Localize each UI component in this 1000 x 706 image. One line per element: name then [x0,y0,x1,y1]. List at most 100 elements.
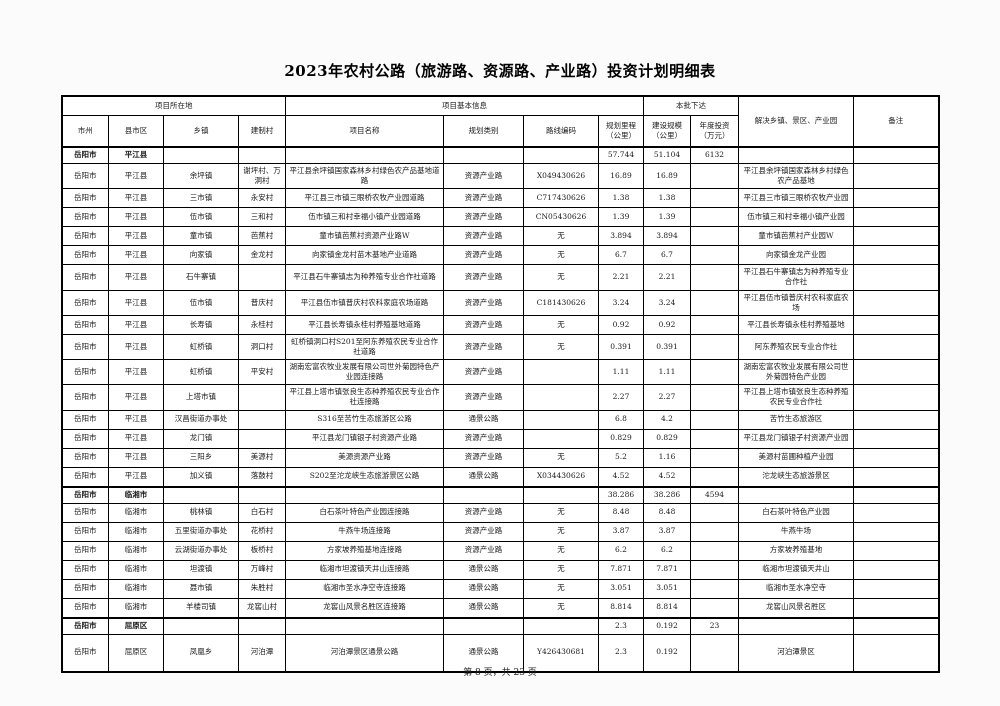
table-cell: 岳阳市 [61,146,109,164]
table-cell [690,358,739,386]
table-cell: 岳阳市 [61,264,109,291]
table-cell: 岳阳市 [61,358,109,386]
table-cell: 平江县 [108,207,164,228]
table-cell: 临湘市圣水净空寺 [738,578,854,599]
table-cell: 岳阳市 [61,466,109,487]
table-cell [523,358,599,386]
table-row: 岳阳市 临湘市 云湖街道办事处 板桥村 方家坡养殖基地连接路 资源产业路无 6.2 6.2 方家… [61,540,939,561]
table-cell: 岳阳市 [61,485,109,504]
table-cell: 芭蕉村 [238,226,286,247]
table-cell: 龙窖山村 [238,597,286,618]
table-cell: 三市镇 [163,188,239,209]
table-cell [523,428,599,449]
table-header: 项目所在地 项目基本信息 本批下达 解决乡镇、景区、产业园 备注 市州 县市区 乡镇… [61,95,939,148]
table-cell [690,597,739,618]
table-cell: 无 [523,521,599,542]
table-cell: 岳阳市 [61,162,109,190]
table-row: 岳阳市 平江县 虹桥镇 洞口村 虹桥镇洞口村S201至阿东养殖农民专业合作社道路 资源产业… [61,333,939,361]
table-cell [853,162,939,190]
table-cell: 平江县长寿镇永桂村养殖基地 [738,314,854,335]
table-cell: 资源产业路 [443,540,524,561]
table-row: 岳阳市 屈原区 凤凰乡 河泊潭 河泊潭景区通景公路 通景公路 Y426430681 2.3 0.… [61,633,939,672]
table-row: 岳阳市 平江县 向家镇 金龙村 向家镇金龙村苗木基地产业道路 资源产业路无 6.7 6.7 向家… [61,245,939,266]
table-cell [853,578,939,599]
table-cell: 8.48 [643,502,691,523]
table-cell: 通景公路 [443,409,524,430]
table-cell: 0.192 [643,616,691,635]
table-cell: 2.27 [598,384,644,411]
table-cell: 通景公路 [443,597,524,618]
table-cell [690,314,739,335]
table-cell: 平江县长寿镇永桂村养殖基地道路 [285,314,444,335]
table-cell: 三和村 [238,207,286,228]
table-cell: 白石茶叶特色产业园连接路 [285,502,444,523]
table-cell: 牛燕牛场连接路 [285,521,444,542]
table-cell [690,559,739,580]
table-cell: 无 [523,226,599,247]
table-cell: 临湘市坦渡镇天井山 [738,559,854,580]
table-cell [238,616,286,635]
table-cell: 苦竹生态旅游区 [738,409,854,430]
table-cell [690,245,739,266]
column-header: 乡镇 [163,115,239,148]
table-cell: 方家坡养殖基地 [738,540,854,561]
table-cell: 万峰村 [238,559,286,580]
table-cell: 普庆村 [238,289,286,316]
table-cell [238,485,286,504]
table-cell: 通景公路 [443,466,524,487]
table-cell: 平江县 [108,358,164,386]
table-cell [853,289,939,316]
table-cell: 临湘市坦渡镇天井山连接路 [285,559,444,580]
table-cell: 3.894 [598,226,644,247]
table-cell: 岳阳市 [61,428,109,449]
table-cell [690,540,739,561]
table-cell: 屈原区 [108,616,164,635]
table-cell: 资源产业路 [443,207,524,228]
table-cell: 1.11 [598,358,644,386]
table-cell: 余坪镇 [163,162,239,190]
table-cell: 永桂村 [238,314,286,335]
table-cell: 上塔市镇 [163,384,239,411]
table-cell: 资源产业路 [443,502,524,523]
table-cell: 美源资源产业路 [285,447,444,468]
table-cell: 平江县 [108,428,164,449]
table-cell: CN05430626 [523,207,599,228]
table-cell: 云湖街道办事处 [163,540,239,561]
table-cell [690,289,739,316]
table-cell: 加义镇 [163,466,239,487]
header-group-basic-info: 项目基本信息 [285,95,644,116]
table-cell: 平江县 [108,289,164,316]
table-cell: 0.391 [598,333,644,361]
table-cell [690,633,739,672]
table-cell: 平江县 [108,447,164,468]
table-cell [163,146,239,164]
table-cell: 岳阳市 [61,333,109,361]
table-cell: 平江县石牛寨镇志为种养殖专业合作社 [738,264,854,291]
table-cell: 1.11 [643,358,691,386]
table-cell: 伍市镇三和村幸福小镇产业园 [738,207,854,228]
table-row: 岳阳市 平江县 伍市镇 三和村 伍市镇三和村幸福小镇产业园道路 资源产业路 CN054306… [61,207,939,228]
table-cell: 无 [523,314,599,335]
table-cell: 资源产业路 [443,447,524,468]
table-cell: 岳阳市 [61,521,109,542]
table-cell: 平江县三市镇三眼桥农牧产业园 [738,188,854,209]
table-cell: 朱胜村 [238,578,286,599]
table-cell: 汉昌街道办事处 [163,409,239,430]
table-cell: 4.52 [643,466,691,487]
table-cell: 平江县伍市镇普庆村农科家庭农场道路 [285,289,444,316]
table-cell: 2.21 [643,264,691,291]
table-cell: 2.21 [598,264,644,291]
table-cell [738,146,854,164]
table-cell: 虹桥镇 [163,358,239,386]
table-row: 岳阳市 平江县 石牛寨镇 平江县石牛寨镇志为种养殖专业合作社道路 资源产业路无 2.21 2… [61,264,939,291]
table-cell: Y426430681 [523,633,599,672]
table-cell [853,226,939,247]
table-cell: 平江县余坪镇国家森林乡村绿色农产品基地道路 [285,162,444,190]
table-cell: 0.829 [598,428,644,449]
table-cell: 金龙村 [238,245,286,266]
table-cell [690,162,739,190]
table-cell: 平江县龙门镇银子村资源产业园 [738,428,854,449]
table-cell: 岳阳市 [61,447,109,468]
table-row: 岳阳市 临湘市 桃林镇 白石村 白石茶叶特色产业园连接路 资源产业路无 8.48 8.48 白石… [61,502,939,523]
